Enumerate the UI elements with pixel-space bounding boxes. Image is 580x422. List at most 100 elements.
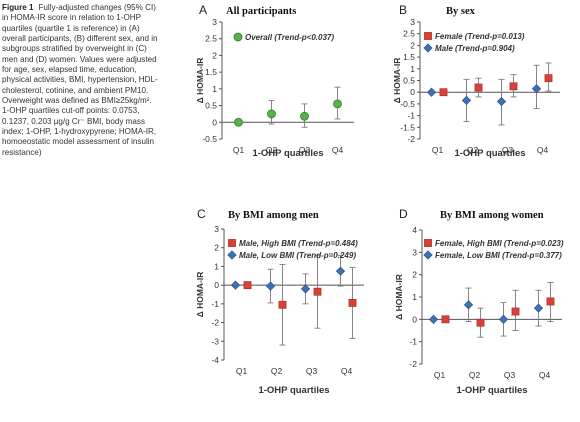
data-point [531,84,542,94]
y-tick-label: 3 [412,247,417,257]
y-tick-label: 2.5 [403,29,415,39]
data-point [278,300,287,309]
data-point [496,96,507,107]
y-tick-label: -1.5 [400,122,415,132]
data-point [441,315,450,324]
y-tick-label: 2.5 [205,34,217,44]
legend-marker [228,239,236,247]
y-tick-label: 0.5 [205,101,217,111]
y-tick-label: 2 [412,270,417,280]
x-tick-label: Q2 [469,370,481,380]
x-tick-label: Q3 [306,366,318,376]
data-point [461,95,472,106]
panel-title: By BMI among men [228,210,319,221]
x-axis-label: 1-OHP quartiles [454,148,525,159]
panel-letter: C [197,207,206,221]
y-tick-label: 0 [410,87,415,97]
x-tick-label: Q1 [432,145,444,155]
x-tick-label: Q1 [434,370,446,380]
legend-marker [424,32,432,40]
x-tick-label: Q1 [233,145,245,155]
legend-marker [423,250,433,260]
y-tick-label: 1 [410,64,415,74]
x-tick-label: Q2 [271,366,283,376]
data-point [300,284,311,294]
data-point [313,287,322,296]
x-tick-label: Q4 [332,145,344,155]
y-tick-label: 3 [214,224,219,234]
data-point [348,299,357,307]
x-axis-label: 1-OHP quartiles [252,148,323,159]
data-point [474,83,483,92]
legend-label: Male, High BMI (Trend-p=0.484) [239,239,358,248]
panel-b: B By sex -2 -1.5-1 -0.5 00.5 1 1.5 22.5 3 Q1 Q2 Q3 Q4… [392,3,560,159]
y-tick-label: -4 [211,355,219,365]
data-point [265,281,276,291]
y-tick-label: -1 [407,111,415,121]
legend-label: Female, Low BMI (Trend-p=0.377) [435,251,562,260]
panel-d: D By BMI among women -2 -1 0 1 2 3 4 Q1 Q2 Q3 Q4 1-OH… [394,207,564,396]
y-tick-label: 0 [214,280,219,290]
y-tick-label: -1 [409,337,417,347]
x-tick-label: Q2 [266,145,278,155]
y-tick-label: 1 [214,261,219,271]
y-tick-label: 3 [410,17,415,27]
y-tick-label: 4 [412,225,417,235]
data-point [230,280,241,290]
y-tick-label: 1 [412,292,417,302]
panel-title: All participants [226,6,296,17]
legend-label: Overall (Trend-p<0.037) [245,33,334,42]
x-tick-label: Q3 [504,370,516,380]
data-point [426,87,437,97]
y-tick-label: 2 [212,50,217,60]
y-tick-label: 1.5 [403,52,415,62]
data-point [335,266,346,276]
y-tick-label: -1 [211,299,219,309]
panel-title: By sex [446,6,476,17]
panel-title: By BMI among women [440,210,544,221]
y-tick-label: 0 [412,314,417,324]
y-tick-label: 3 [212,17,217,27]
data-point [439,88,448,97]
data-point [428,314,439,324]
data-point [463,300,474,310]
x-tick-label: Q3 [502,145,514,155]
x-tick-label: Q2 [467,145,479,155]
data-point [267,109,276,119]
y-tick-label: 1 [212,84,217,94]
y-tick-label: -2 [409,359,417,369]
data-point [509,82,518,91]
data-point [544,74,553,83]
panel-letter: B [399,3,407,17]
legend-label: Male, Low BMI (Trend-p=0.249) [239,251,356,260]
x-tick-label: Q4 [537,145,549,155]
legend-marker [423,43,433,53]
data-point [333,99,342,109]
panel-a: A All participants -0.5 0 0.5 1 1.5 2 2.5 3 Q1 Q2 Q3… [195,3,354,159]
legend-marker [424,239,432,247]
legend-marker [227,250,237,260]
x-tick-label: Q4 [539,370,551,380]
panel-letter: A [199,3,207,17]
y-tick-label: -0.5 [400,99,415,109]
x-axis-label: 1-OHP quartiles [456,385,527,396]
y-tick-label: -2 [407,134,415,144]
panel-c: C By BMI among men -4 -3 -2 -1 0 1 2 3 Q1 Q2 Q3 Q4 1-O… [195,207,364,396]
x-axis-label: 1-OHP quartiles [258,385,329,396]
figure-caption: Figure 1 Fully-adjusted changes (95% CI) … [2,3,160,158]
data-point [498,314,509,324]
y-tick-label: 1.5 [205,67,217,77]
y-tick-label: 0.5 [403,76,415,86]
data-point [511,307,520,316]
caption-text: Fully-adjusted changes (95% CI) in HOMA-… [2,3,158,157]
data-point [234,117,243,127]
y-tick-label: 2 [410,40,415,50]
y-tick-label: 0 [212,117,217,127]
x-tick-label: Q1 [236,366,248,376]
x-tick-label: Q4 [341,366,353,376]
data-point [300,111,309,121]
y-tick-label: -3 [211,336,219,346]
data-point [476,318,485,327]
y-tick-label: -2 [211,318,219,328]
